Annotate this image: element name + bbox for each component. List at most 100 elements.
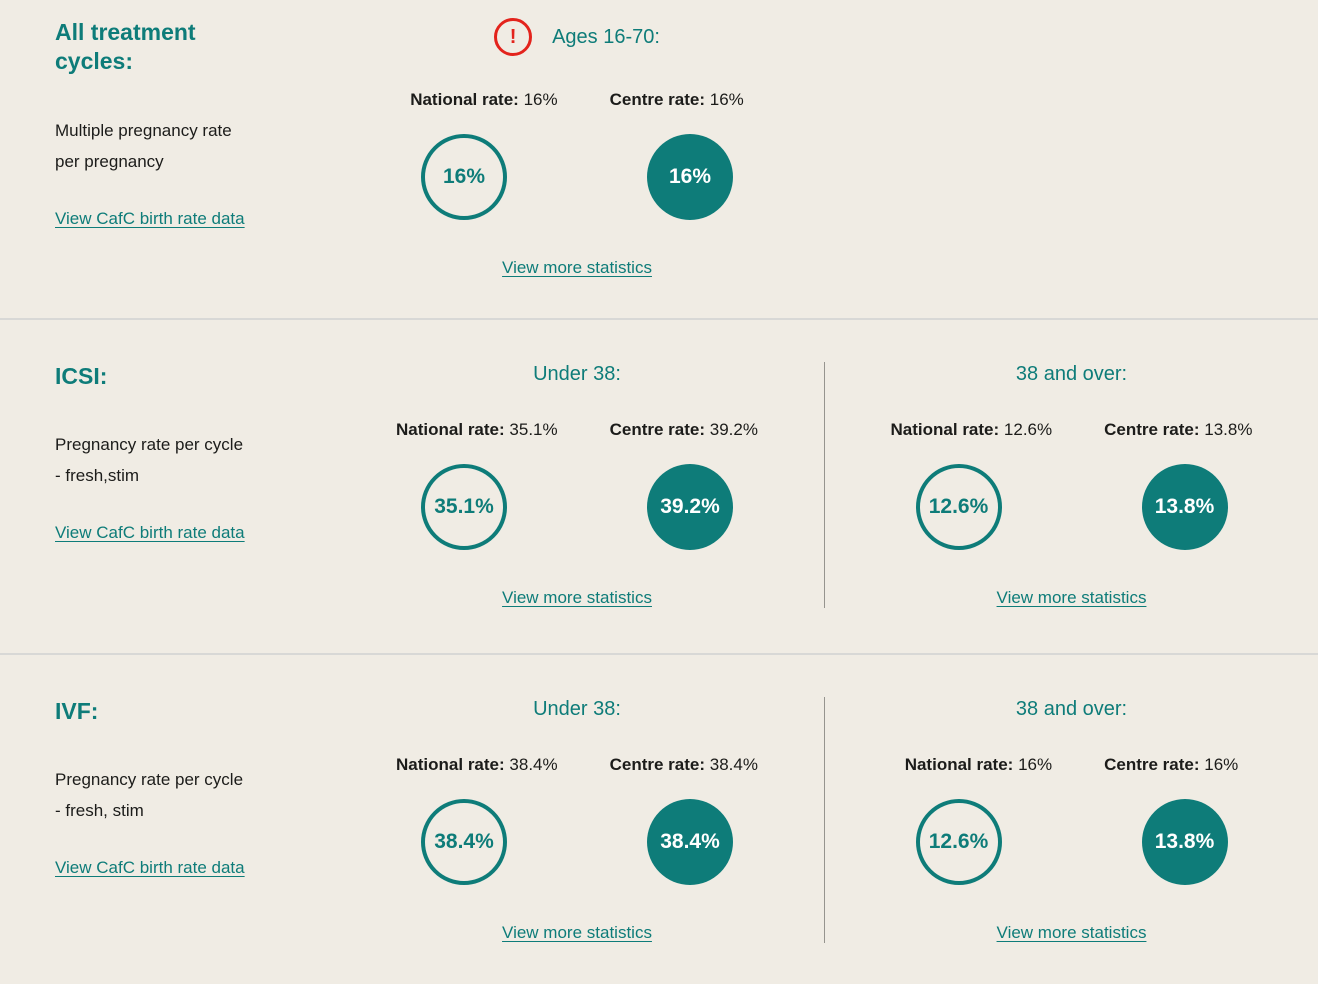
section-icsi: ICSI: Pregnancy rate per cycle - fresh,s… <box>0 318 1318 653</box>
national-rate-circle: 38.4% <box>421 799 507 885</box>
centre-rate: Centre rate: 16% <box>610 90 744 110</box>
view-cafc-birth-rate-link[interactable]: View CafC birth rate data <box>55 858 245 878</box>
circle-value: 39.2% <box>660 495 720 518</box>
circles-row: 12.6% 13.8% <box>825 464 1318 550</box>
circle-value: 35.1% <box>434 495 494 518</box>
national-rate-circle: 12.6% <box>915 799 1002 885</box>
rates-row: National rate: 16% Centre rate: 16% <box>825 755 1318 775</box>
national-rate: National rate: 35.1% <box>396 420 558 440</box>
national-rate: National rate: 16% <box>410 90 557 110</box>
group-heading-row: Under 38: <box>330 362 824 386</box>
national-rate-label: National rate: <box>890 420 1000 439</box>
national-rate-value: 12.6% <box>1003 420 1053 439</box>
centre-rate-label: Centre rate: <box>1104 420 1200 439</box>
section-ivf: IVF: Pregnancy rate per cycle - fresh, s… <box>0 653 1318 977</box>
section-all-treatment-cycles: All treatment cycles: Multiple pregnancy… <box>0 0 1318 318</box>
section-description-line: Multiple pregnancy rate <box>55 120 232 140</box>
group-heading: Under 38: <box>533 362 621 385</box>
national-rate-value: 16% <box>523 90 558 109</box>
centre-rate-label: Centre rate: <box>609 420 706 439</box>
centre-rate: Centre rate: 38.4% <box>610 755 758 775</box>
rates-row: National rate: 16% Centre rate: 16% <box>330 90 824 110</box>
rates-row: National rate: 12.6% Centre rate: 13.8% <box>825 420 1318 440</box>
stat-group-ages-16-70: ! Ages 16-70: National rate: 16% Centre … <box>330 18 824 278</box>
section-description-line: - fresh, stim <box>55 801 144 821</box>
national-rate-circle: 16% <box>421 134 507 220</box>
group-heading-row: 38 and over: <box>825 362 1318 386</box>
view-more-statistics-link[interactable]: View more statistics <box>502 923 652 942</box>
section-description-line: - fresh,stim <box>55 466 140 486</box>
section-description: Multiple pregnancy rate per pregnancy <box>55 115 330 177</box>
circle-value: 13.8% <box>1154 830 1215 853</box>
national-rate-value: 35.1% <box>509 420 558 439</box>
national-rate-circle: 12.6% <box>915 464 1002 550</box>
rates-row: National rate: 38.4% Centre rate: 38.4% <box>330 755 824 775</box>
centre-rate: Centre rate: 16% <box>1104 755 1238 775</box>
national-rate-label: National rate: <box>410 90 519 109</box>
circle-value: 16% <box>668 165 712 188</box>
circles-row: 35.1% 39.2% <box>330 464 824 550</box>
national-rate: National rate: 38.4% <box>396 755 558 775</box>
centre-rate-value: 16% <box>1204 755 1239 774</box>
section-description-line: per pregnancy <box>55 151 164 171</box>
empty-column <box>824 18 1318 278</box>
view-more-statistics-link[interactable]: View more statistics <box>996 923 1147 942</box>
section-title: ICSI: <box>55 363 108 389</box>
national-rate: National rate: 16% <box>905 755 1052 775</box>
circle-value: 38.4% <box>660 830 720 853</box>
national-rate-value: 38.4% <box>509 755 558 774</box>
stat-group-under-38: Under 38: National rate: 35.1% Centre ra… <box>330 362 824 608</box>
centre-rate-value: 16% <box>709 90 744 109</box>
group-heading: 38 and over: <box>1015 697 1128 720</box>
section-description-line: Pregnancy rate per cycle <box>55 770 244 790</box>
group-heading: 38 and over: <box>1015 362 1128 385</box>
circles-row: 38.4% 38.4% <box>330 799 824 885</box>
stat-group-38-and-over: 38 and over: National rate: 12.6% Centre… <box>824 362 1318 608</box>
stat-group-38-and-over: 38 and over: National rate: 16% Centre r… <box>824 697 1318 943</box>
group-heading: Under 38: <box>533 697 621 720</box>
centre-rate-value: 38.4% <box>709 755 758 774</box>
group-heading: Ages 16-70: <box>552 25 660 48</box>
circles-row: 12.6% 13.8% <box>825 799 1318 885</box>
circle-value: 13.8% <box>1154 495 1215 518</box>
centre-rate-value: 13.8% <box>1204 420 1253 439</box>
section-info-column: All treatment cycles: Multiple pregnancy… <box>0 18 330 278</box>
centre-rate: Centre rate: 13.8% <box>1104 420 1252 440</box>
centre-rate-circle: 39.2% <box>647 464 733 550</box>
section-info-column: IVF: Pregnancy rate per cycle - fresh, s… <box>0 697 330 943</box>
section-description-line: Pregnancy rate per cycle <box>55 435 244 455</box>
stat-group-under-38: Under 38: National rate: 38.4% Centre ra… <box>330 697 824 943</box>
circle-value: 38.4% <box>434 830 494 853</box>
view-more-statistics-link[interactable]: View more statistics <box>502 258 652 277</box>
group-heading-row: ! Ages 16-70: <box>330 18 824 56</box>
circles-row: 16% 16% <box>330 134 824 220</box>
rates-row: National rate: 35.1% Centre rate: 39.2% <box>330 420 824 440</box>
national-rate-circle: 35.1% <box>421 464 507 550</box>
circle-value: 12.6% <box>928 830 989 853</box>
view-cafc-birth-rate-link[interactable]: View CafC birth rate data <box>55 523 245 543</box>
section-title: IVF: <box>55 698 99 724</box>
view-cafc-birth-rate-link[interactable]: View CafC birth rate data <box>55 208 245 228</box>
section-info-column: ICSI: Pregnancy rate per cycle - fresh,s… <box>0 362 330 608</box>
view-more-statistics-link[interactable]: View more statistics <box>502 588 652 607</box>
group-heading-row: 38 and over: <box>825 697 1318 721</box>
section-description: Pregnancy rate per cycle - fresh,stim <box>55 429 330 491</box>
section-title: All treatment cycles: <box>55 19 196 75</box>
section-description: Pregnancy rate per cycle - fresh, stim <box>55 764 330 826</box>
centre-rate-circle: 13.8% <box>1141 464 1228 550</box>
warning-icon[interactable]: ! <box>494 18 533 56</box>
national-rate-label: National rate: <box>904 755 1014 774</box>
circle-value: 12.6% <box>928 495 989 518</box>
centre-rate-value: 39.2% <box>709 420 758 439</box>
view-more-statistics-link[interactable]: View more statistics <box>996 588 1147 607</box>
circle-value: 16% <box>442 165 486 188</box>
centre-rate-label: Centre rate: <box>609 90 706 109</box>
national-rate-label: National rate: <box>396 420 505 439</box>
centre-rate: Centre rate: 39.2% <box>610 420 758 440</box>
group-heading-row: Under 38: <box>330 697 824 721</box>
centre-rate-circle: 38.4% <box>647 799 733 885</box>
centre-rate-circle: 13.8% <box>1141 799 1228 885</box>
centre-rate-circle: 16% <box>647 134 733 220</box>
national-rate-value: 16% <box>1018 755 1053 774</box>
